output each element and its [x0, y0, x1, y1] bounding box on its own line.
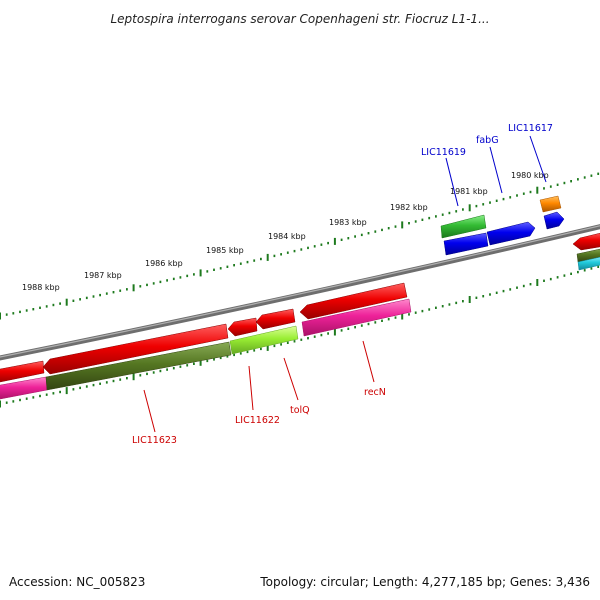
scale-label: 1981 kbp	[450, 187, 488, 196]
gene-arrow-left-edge[interactable]	[0, 360, 45, 383]
leader-line-tolQ	[283, 357, 299, 401]
gene-label-lic11619[interactable]: LIC11619	[421, 147, 466, 158]
gene-cog-right-edge-olive[interactable]	[576, 248, 600, 263]
minus-strand-features	[0, 232, 600, 400]
gene-label-lic11622[interactable]: LIC11622	[235, 415, 280, 426]
gene-cog-lic11623[interactable]	[45, 341, 232, 391]
gene-arrow-lic11619[interactable]	[443, 232, 489, 256]
gene-labels: LIC11617 fabG LIC11619 recN tolQ LIC1162…	[132, 123, 553, 446]
gene-cog-recN[interactable]	[301, 298, 412, 337]
gene-cog-right-edge-cyan[interactable]	[577, 256, 600, 271]
scale-label: 1988 kbp	[22, 283, 60, 292]
scale-label: 1987 kbp	[84, 271, 122, 280]
gene-arrow-tolQ[interactable]	[255, 308, 296, 330]
scale-track-upper	[0, 172, 600, 320]
scale-label: 1980 kbp	[511, 171, 549, 180]
gene-label-lic11617[interactable]: LIC11617	[508, 123, 553, 134]
gene-arrow-recN[interactable]	[299, 282, 408, 320]
genome-backbone-highlight	[0, 225, 600, 358]
scale-label: 1983 kbp	[329, 218, 367, 227]
label-leader-lines	[143, 135, 547, 433]
scale-track-lower	[0, 265, 600, 408]
leader-line-recN	[362, 340, 375, 383]
scale-label: 1985 kbp	[206, 246, 244, 255]
leader-line-lic11617	[529, 135, 547, 183]
gene-cog-lic11617[interactable]	[539, 195, 562, 213]
gene-cog-lic11622-toIQ[interactable]	[229, 325, 299, 355]
gene-arrow-lic11622[interactable]	[227, 317, 258, 337]
accession-text: Accession: NC_005823	[9, 575, 145, 589]
gene-arrow-lic11623[interactable]	[42, 323, 229, 375]
gene-label-lic11623[interactable]: LIC11623	[132, 435, 177, 446]
scale-labels: 1980 kbp 1981 kbp 1982 kbp 1983 kbp 1984…	[22, 171, 549, 292]
gene-arrow-right-edge[interactable]	[572, 232, 600, 251]
scale-label: 1982 kbp	[390, 203, 428, 212]
genome-backbone	[0, 224, 600, 361]
gene-cog-lic11619[interactable]	[440, 214, 487, 239]
gene-arrow-lic11617[interactable]	[543, 211, 565, 230]
leader-line-lic11619	[445, 157, 459, 207]
gene-label-recN[interactable]: recN	[364, 387, 386, 398]
leader-line-lic11622	[248, 365, 254, 411]
map-title: Leptospira interrogans serovar Copenhage…	[110, 12, 489, 26]
genome-summary-text: Topology: circular; Length: 4,277,185 bp…	[259, 575, 590, 589]
leader-line-fabG	[489, 146, 503, 194]
scale-label: 1984 kbp	[268, 232, 306, 241]
gene-label-tolQ[interactable]: tolQ	[290, 405, 310, 416]
gene-arrow-fabG[interactable]	[486, 221, 536, 246]
gene-label-fabG[interactable]: fabG	[476, 135, 499, 146]
scale-label: 1986 kbp	[145, 259, 183, 268]
leader-line-lic11623	[143, 389, 156, 433]
plus-strand-features	[440, 195, 565, 256]
